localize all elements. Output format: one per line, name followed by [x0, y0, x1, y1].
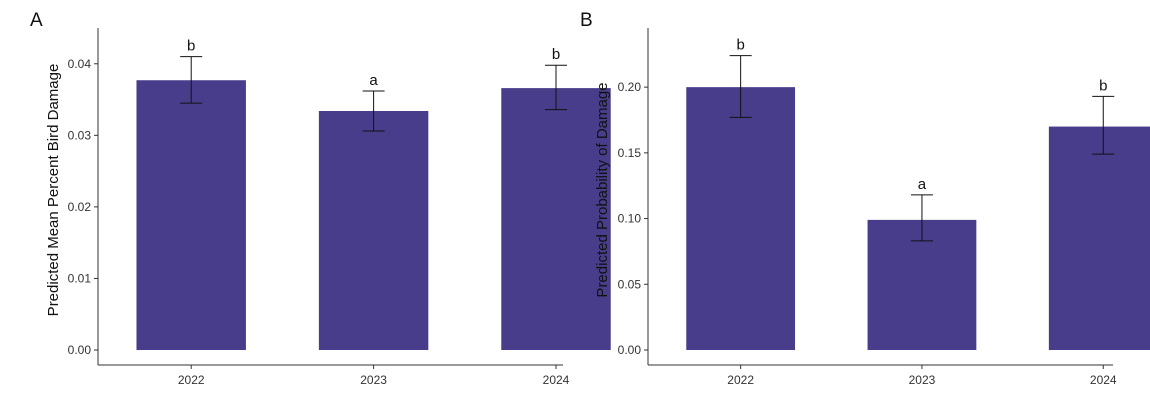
panel-a-y-tick-label: 0.01	[68, 271, 92, 285]
panel-b-significance-letter-2023: a	[918, 176, 927, 193]
panel-b-x-tick-label: 2022	[727, 373, 754, 387]
panel-a-significance-letter-2023: a	[369, 72, 378, 89]
panel-a-bar-2024	[501, 88, 611, 351]
panel-a-y-tick-label: 0.02	[68, 200, 92, 214]
panel-b-y-tick-label: 0.20	[618, 80, 642, 94]
panel-a-bar-2022	[136, 80, 246, 350]
panel-a-significance-letter-2024: b	[552, 46, 560, 63]
panel-a-y-axis-label: Predicted Mean Percent Bird Damage	[45, 64, 62, 317]
panel-b-x-tick-label: 2024	[1090, 373, 1117, 387]
panel-b-y-tick-label: 0.15	[618, 146, 642, 160]
panel-a-letter: A	[30, 10, 43, 31]
panel-b-significance-letter-2022: b	[736, 37, 744, 54]
panel-a-y-tick-label: 0.03	[68, 128, 92, 142]
panel-b-damage-probability-chart: B Predicted Probability of Damage b a b 0.0…	[580, 10, 1150, 387]
panel-a-significance-letter-2022: b	[187, 38, 195, 55]
panel-b-significance-letter-2024: b	[1099, 77, 1107, 94]
panel-a-bird-damage-chart: A Predicted Mean Percent Bird Damage b a b…	[30, 10, 611, 387]
panel-b-y-axis-label: Predicted Probability of Damage	[594, 82, 611, 297]
panel-b-bar-2024	[1048, 126, 1150, 350]
panel-b-letter: B	[580, 10, 593, 31]
panel-a-y-tick-label: 0.04	[68, 57, 92, 71]
panel-b-y-tick-label: 0.10	[618, 212, 642, 226]
panel-a-x-tick-label: 2023	[360, 373, 387, 387]
panel-a-bar-2023	[318, 111, 429, 350]
panel-a-y-tick-label: 0.00	[68, 343, 92, 357]
panel-b-y-tick-label: 0.05	[618, 277, 642, 291]
panel-a-x-tick-label: 2024	[543, 373, 570, 387]
panel-a-x-tick-label: 2022	[178, 373, 205, 387]
panel-b-bar-2022	[686, 87, 796, 351]
panel-b-y-tick-label: 0.00	[618, 343, 642, 357]
panel-b-bar-2023	[867, 219, 977, 350]
panel-b-x-tick-label: 2023	[909, 373, 936, 387]
